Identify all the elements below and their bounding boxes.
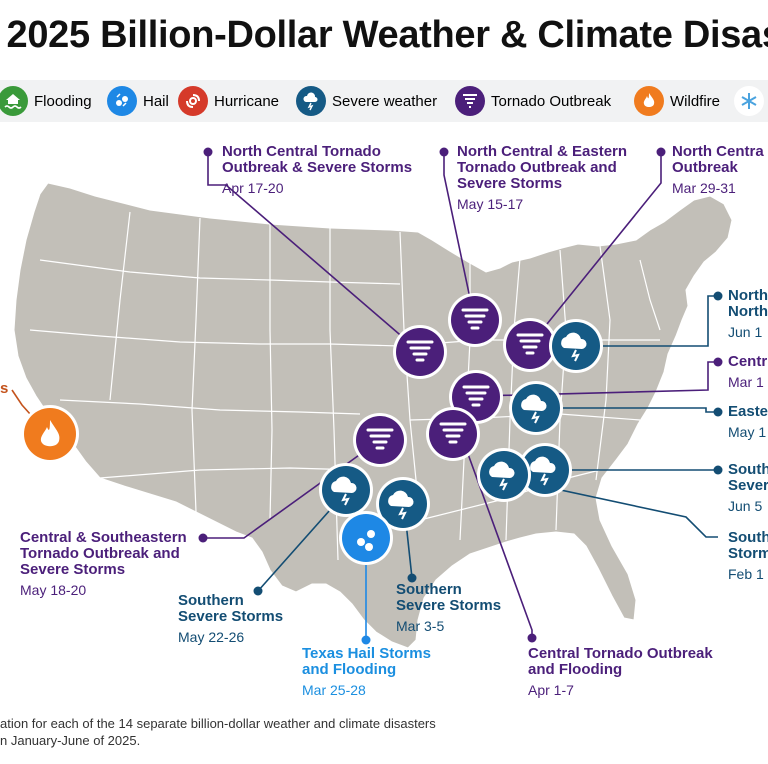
- event-marker-severe: [319, 463, 373, 517]
- legend-bar: Flooding Hail Hurricane Severe weather T…: [0, 80, 768, 122]
- event-label-north-central-eastern: North Central & Eastern Tornado Outbreak…: [457, 143, 628, 213]
- event-label-central-mar: Centr Mar 1: [728, 353, 768, 391]
- legend-item-tornado: Tornado Outbreak: [455, 80, 611, 122]
- tornado-icon: [439, 422, 467, 444]
- legend-item-severe-weather: Severe weather: [296, 80, 437, 122]
- legend-label: Wildfire: [670, 92, 721, 110]
- storm-cloud-icon: [489, 461, 515, 491]
- event-label-central-tornado-flooding: Central Tornado Outbreak and Flooding Ap…: [528, 645, 713, 699]
- legend-label: Hurricane: [214, 92, 280, 110]
- hail-icon: [357, 530, 375, 551]
- storm-cloud-icon: [296, 86, 326, 116]
- tornado-icon: [516, 333, 544, 355]
- event-marker-wildfire: [21, 405, 79, 463]
- event-label-eastern-may: Easte May 1: [728, 403, 768, 441]
- event-marker-severe: [376, 477, 430, 531]
- event-marker-tornado: [426, 407, 480, 461]
- event-label-southern-may: Southern Severe Storms May 22-26: [178, 592, 284, 646]
- event-marker-tornado: [448, 293, 502, 347]
- legend-label: Tornado Outbreak: [491, 92, 612, 110]
- snowflake-icon: [734, 86, 764, 116]
- event-label-southern-mar: Southern Severe Storms Mar 3-5: [396, 581, 502, 635]
- tornado-icon: [455, 86, 485, 116]
- legend-item-hail: Hail: [107, 80, 169, 122]
- fire-icon: [40, 420, 60, 447]
- storm-cloud-icon: [521, 394, 547, 424]
- event-label-north-central-outbreak: North Centra Outbreak Mar 29-31: [672, 143, 764, 197]
- legend-label: Severe weather: [332, 92, 438, 110]
- event-marker-severe: [477, 448, 531, 502]
- tornado-icon: [462, 385, 490, 407]
- event-label-southern-jun: South Sever Jun 5: [728, 461, 768, 515]
- tornado-icon: [366, 428, 394, 450]
- event-label-north-jun: North North Jun 1: [728, 287, 768, 341]
- storm-cloud-icon: [331, 476, 357, 506]
- legend-item-wildfire: Wildfire: [634, 80, 720, 122]
- flood-icon: [0, 86, 28, 116]
- connector-lines: [11, 152, 718, 640]
- legend-item-flooding: Flooding: [0, 80, 92, 122]
- event-marker-tornado: [393, 325, 447, 379]
- event-marker-hail: [339, 511, 393, 565]
- event-label-southern-feb: South Storm Feb 1: [728, 529, 768, 583]
- legend-item-winter: [734, 80, 768, 122]
- hurricane-icon: [178, 86, 208, 116]
- event-label-north-central-tornado: North Central Tornado Outbreak & Severe …: [222, 143, 413, 197]
- hail-icon: [107, 86, 137, 116]
- event-marker-tornado: [503, 318, 557, 372]
- event-marker-tornado: [353, 413, 407, 467]
- connector-dots: [198, 147, 723, 645]
- event-marker-severe: [509, 381, 563, 435]
- storm-cloud-icon: [388, 490, 414, 520]
- event-markers: [21, 293, 603, 565]
- event-label-wildfire: s: [0, 380, 9, 397]
- event-label-texas-hail: Texas Hail Storms and Flooding Mar 25-28: [302, 645, 431, 699]
- footnote: ation for each of the 14 separate billio…: [0, 716, 436, 748]
- storm-cloud-icon: [530, 456, 556, 486]
- storm-cloud-icon: [561, 332, 587, 362]
- legend-item-hurricane: Hurricane: [178, 80, 279, 122]
- legend-label: Flooding: [34, 92, 92, 110]
- event-marker-severe: [549, 319, 603, 373]
- event-label-central-southeastern: Central & Southeastern Tornado Outbreak …: [20, 529, 187, 599]
- tornado-icon: [406, 340, 434, 362]
- tornado-icon: [461, 308, 489, 330]
- fire-icon: [634, 86, 664, 116]
- page-title: . 2025 Billion-Dollar Weather & Climate …: [0, 14, 768, 56]
- legend-label: Hail: [143, 92, 169, 110]
- event-marker-severe: [518, 443, 572, 497]
